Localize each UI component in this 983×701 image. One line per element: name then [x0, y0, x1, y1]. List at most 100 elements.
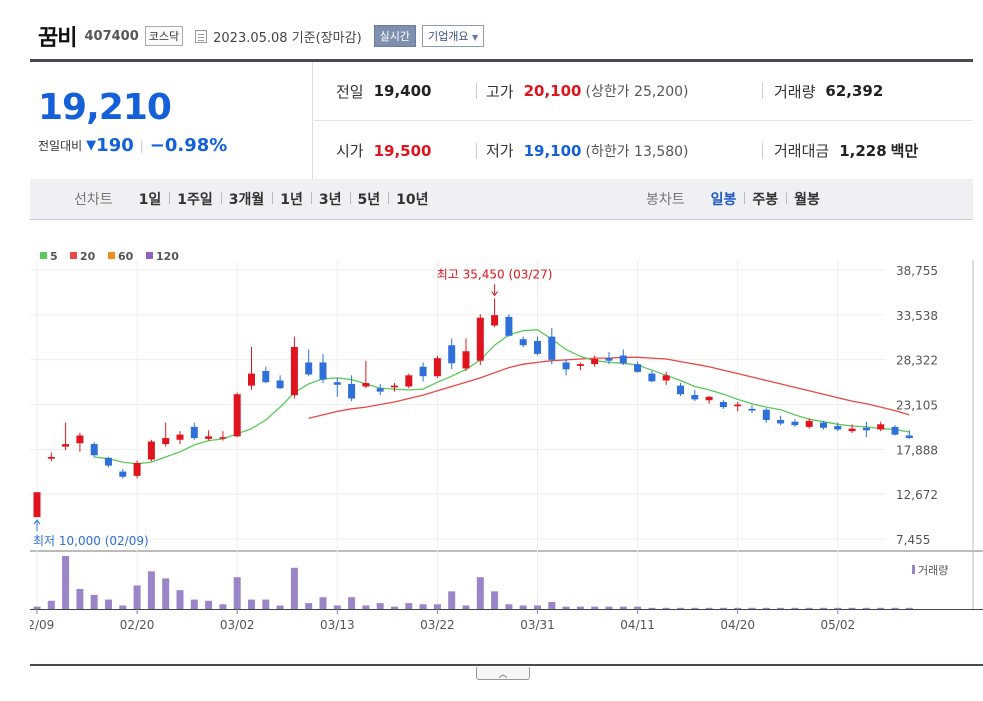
volume-bar	[777, 607, 785, 609]
candle-body	[848, 428, 856, 432]
candle-body	[820, 422, 827, 428]
volume-bar	[905, 607, 913, 609]
document-icon	[195, 29, 208, 43]
volume-bar	[862, 607, 870, 609]
tab-3month[interactable]: 3개월	[220, 189, 273, 209]
candle-body	[162, 438, 170, 445]
candle-body	[219, 437, 227, 439]
x-tick-label: 03/02	[220, 618, 255, 632]
x-tick-label: 03/13	[320, 618, 355, 632]
candle-body	[176, 434, 184, 440]
volume-bar	[319, 597, 327, 609]
trade-value-unit: 백만	[890, 142, 919, 160]
company-overview-button[interactable]: 기업개요 ▼	[422, 25, 485, 47]
collapse-button[interactable]: ︿	[476, 667, 530, 680]
legend-label: 60	[118, 250, 134, 263]
change-value: 190	[96, 135, 134, 156]
candle-body	[76, 435, 84, 444]
candle-body	[648, 373, 656, 382]
company-overview-label: 기업개요	[428, 30, 469, 43]
candle-body	[391, 385, 398, 388]
volume-bar	[576, 606, 584, 609]
current-price: 19,210	[38, 87, 172, 128]
divider	[762, 83, 763, 99]
candle-body	[205, 436, 213, 439]
volume-bar	[534, 605, 541, 609]
volume-bar	[462, 605, 470, 609]
volume-bar	[219, 604, 227, 609]
volume-bar	[233, 577, 241, 609]
x-tick-label: 04/20	[720, 618, 755, 632]
volume-bar	[634, 606, 642, 609]
market-badge: 코스닥	[144, 26, 184, 46]
candle-body	[62, 444, 70, 447]
tab-weekly[interactable]: 주봉	[744, 189, 786, 209]
candle-body	[405, 375, 413, 387]
y-tick-label: 17,888	[896, 443, 938, 457]
volume-legend-label: 거래량	[918, 564, 948, 577]
max-arrow-head	[491, 291, 498, 297]
candle-body	[734, 404, 742, 407]
candle-body	[634, 364, 642, 372]
volume-bar	[505, 604, 513, 609]
candle-body	[605, 358, 613, 361]
divider	[762, 142, 763, 159]
tab-3year[interactable]: 3년	[310, 189, 350, 209]
down-triangle-icon: ▼	[86, 138, 97, 153]
tab-daily[interactable]: 일봉	[710, 192, 737, 208]
candle-body	[419, 366, 427, 377]
volume-bar	[262, 599, 270, 609]
volume-bar	[448, 591, 456, 609]
max-annotation: 최고 35,450 (03/27)	[437, 267, 553, 281]
candle-body	[290, 346, 298, 396]
tab-10year[interactable]: 10년	[388, 189, 436, 209]
tab-1week[interactable]: 1주일	[169, 189, 221, 209]
legend-swatch	[108, 252, 115, 259]
y-tick-label: 12,672	[896, 488, 938, 502]
volume-bar	[677, 607, 684, 609]
current-price-box: 19,210 전일대비 ▼ 190 | −0.98%	[30, 62, 313, 180]
candle-body	[619, 355, 627, 364]
volume-bar	[276, 605, 284, 609]
volume-bar	[133, 585, 141, 609]
volume-bar	[90, 594, 98, 609]
tab-1day[interactable]: 1일	[138, 192, 162, 208]
volume-label: 거래량	[774, 82, 816, 101]
volume-bar	[648, 607, 656, 609]
prev-close-label: 전일	[336, 82, 364, 101]
volume-bar	[362, 605, 370, 609]
legend-label: 5	[50, 250, 58, 263]
volume-bar	[619, 606, 627, 609]
prev-close-value: 19,400	[373, 82, 432, 100]
volume-bar	[62, 556, 70, 609]
candle-body	[905, 435, 913, 438]
legend-label: 20	[80, 250, 96, 263]
candle-body	[105, 457, 112, 466]
realtime-button[interactable]: 실시간	[373, 25, 417, 47]
candle-body	[576, 364, 584, 366]
stock-name: 꿈비	[38, 26, 77, 51]
candle-body	[133, 462, 141, 476]
volume-bar	[290, 567, 298, 609]
high-cell: 고가 20,100 (상한가 25,200)	[486, 81, 689, 102]
volume-bar	[834, 607, 842, 609]
tab-monthly[interactable]: 월봉	[786, 189, 828, 209]
volume-bar	[105, 599, 112, 609]
candle-chart-title: 봉차트	[646, 192, 685, 208]
candle-body	[548, 336, 556, 360]
volume-bar	[805, 607, 813, 609]
x-tick-label: 02/09	[30, 618, 54, 632]
tab-1year[interactable]: 1년	[272, 189, 311, 209]
x-tick-label: 03/31	[520, 618, 555, 632]
volume-value: 62,392	[825, 82, 884, 100]
volume-bar	[891, 607, 899, 609]
y-tick-label: 38,755	[896, 264, 938, 278]
change-row: 전일대비 ▼ 190 | −0.98%	[38, 135, 227, 156]
candle-body	[376, 388, 384, 392]
candle-body	[491, 315, 499, 326]
volume-legend-swatch	[912, 565, 915, 574]
ma5-line	[94, 329, 910, 465]
volume-bar	[820, 607, 827, 609]
tab-5year[interactable]: 5년	[349, 189, 389, 209]
candle-body	[662, 375, 670, 381]
